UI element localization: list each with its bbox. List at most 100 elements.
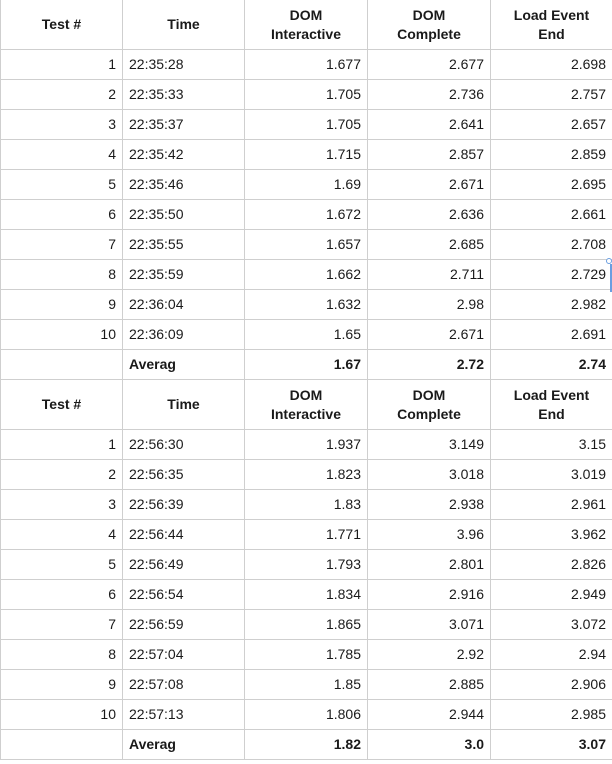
cell-time[interactable]: 22:56:39 [122, 489, 245, 520]
cell-dom-complete[interactable]: 2.92 [367, 639, 491, 670]
cell-load-event-end[interactable]: 2.826 [490, 549, 612, 580]
cell-time[interactable]: 22:36:04 [122, 289, 245, 320]
cell-test-number[interactable]: 5 [0, 169, 123, 200]
cell-test-number[interactable]: 1 [0, 49, 123, 80]
cell-dom-complete[interactable]: 2.98 [367, 289, 491, 320]
cell-test-number[interactable]: 7 [0, 609, 123, 640]
cell-dom-complete[interactable]: 3.018 [367, 459, 491, 490]
cell-dom-interactive[interactable]: 1.823 [244, 459, 368, 490]
cell-dom-interactive[interactable]: 1.69 [244, 169, 368, 200]
cell-time[interactable]: 22:57:08 [122, 669, 245, 700]
cell-load-event-end[interactable]: 3.15 [490, 429, 612, 460]
cell-time[interactable]: 22:57:13 [122, 699, 245, 730]
cell-dom-interactive[interactable]: 1.785 [244, 639, 368, 670]
cell-time[interactable]: 22:56:44 [122, 519, 245, 550]
cell-load-event-end[interactable]: 2.906 [490, 669, 612, 700]
cell-dom-interactive[interactable]: 1.83 [244, 489, 368, 520]
cell-load-event-end[interactable]: 3.072 [490, 609, 612, 640]
cell-dom-complete[interactable]: 3.071 [367, 609, 491, 640]
cell-dom-complete[interactable]: 2.916 [367, 579, 491, 610]
cell-dom-complete[interactable]: 2.671 [367, 169, 491, 200]
cell-test-number[interactable]: 6 [0, 579, 123, 610]
cell-dom-interactive[interactable]: 1.657 [244, 229, 368, 260]
cell-time[interactable]: 22:35:55 [122, 229, 245, 260]
cell-load-event-end[interactable]: 2.94 [490, 639, 612, 670]
cell-dom-interactive[interactable]: 1.672 [244, 199, 368, 230]
cell-dom-complete[interactable]: 2.677 [367, 49, 491, 80]
cell-test-number[interactable]: 2 [0, 79, 123, 110]
cell-load-event-end[interactable]: 2.949 [490, 579, 612, 610]
cell-load-event-end[interactable]: 2.859 [490, 139, 612, 170]
cell-test-number[interactable]: 10 [0, 699, 123, 730]
cell-dom-complete[interactable]: 2.857 [367, 139, 491, 170]
cell-dom-complete[interactable]: 2.671 [367, 319, 491, 350]
cell-dom-complete[interactable]: 2.801 [367, 549, 491, 580]
cell-dom-interactive[interactable]: 1.865 [244, 609, 368, 640]
header-cell-dom-interactive[interactable]: DOM Interactive [244, 0, 368, 50]
cell-test-number[interactable]: 4 [0, 519, 123, 550]
cell-time[interactable]: 22:35:37 [122, 109, 245, 140]
cell-dom-complete[interactable]: 3.96 [367, 519, 491, 550]
cell-test-number[interactable]: 10 [0, 319, 123, 350]
cell-load-event-end[interactable]: 2.657 [490, 109, 612, 140]
cell-empty[interactable] [0, 349, 123, 380]
cell-load-event-end[interactable]: 2.695 [490, 169, 612, 200]
cell-dom-complete[interactable]: 2.685 [367, 229, 491, 260]
cell-average-dom-interactive[interactable]: 1.67 [244, 349, 368, 380]
cell-average-label[interactable]: Averag [122, 349, 245, 380]
cell-load-event-end[interactable]: 2.982 [490, 289, 612, 320]
cell-dom-interactive[interactable]: 1.715 [244, 139, 368, 170]
cell-load-event-end[interactable]: 2.985 [490, 699, 612, 730]
cell-time[interactable]: 22:56:59 [122, 609, 245, 640]
cell-test-number[interactable]: 7 [0, 229, 123, 260]
cell-average-dom-interactive[interactable]: 1.82 [244, 729, 368, 760]
cell-load-event-end[interactable]: 2.729 [490, 259, 612, 290]
cell-load-event-end[interactable]: 2.961 [490, 489, 612, 520]
cell-average-load-event-end[interactable]: 2.74 [490, 349, 612, 380]
header-cell-dom-interactive[interactable]: DOM Interactive [244, 379, 368, 430]
cell-test-number[interactable]: 8 [0, 639, 123, 670]
header-cell-load-event-end[interactable]: Load Event End [490, 379, 612, 430]
cell-time[interactable]: 22:35:42 [122, 139, 245, 170]
cell-dom-complete[interactable]: 2.944 [367, 699, 491, 730]
cell-dom-complete[interactable]: 2.641 [367, 109, 491, 140]
cell-dom-interactive[interactable]: 1.65 [244, 319, 368, 350]
cell-empty[interactable] [0, 729, 123, 760]
cell-time[interactable]: 22:56:35 [122, 459, 245, 490]
cell-dom-interactive[interactable]: 1.705 [244, 109, 368, 140]
cell-dom-complete[interactable]: 2.938 [367, 489, 491, 520]
cell-time[interactable]: 22:35:50 [122, 199, 245, 230]
cell-load-event-end[interactable]: 2.708 [490, 229, 612, 260]
cell-test-number[interactable]: 6 [0, 199, 123, 230]
cell-time[interactable]: 22:56:30 [122, 429, 245, 460]
cell-test-number[interactable]: 3 [0, 489, 123, 520]
cell-time[interactable]: 22:36:09 [122, 319, 245, 350]
header-cell-dom-complete[interactable]: DOM Complete [367, 0, 491, 50]
cell-load-event-end[interactable]: 2.691 [490, 319, 612, 350]
cell-dom-complete[interactable]: 3.149 [367, 429, 491, 460]
header-cell-load-event-end[interactable]: Load Event End [490, 0, 612, 50]
cell-dom-complete[interactable]: 2.636 [367, 199, 491, 230]
cell-average-dom-complete[interactable]: 3.0 [367, 729, 491, 760]
cell-dom-interactive[interactable]: 1.793 [244, 549, 368, 580]
cell-time[interactable]: 22:35:28 [122, 49, 245, 80]
cell-load-event-end[interactable]: 3.962 [490, 519, 612, 550]
cell-dom-interactive[interactable]: 1.834 [244, 579, 368, 610]
cell-dom-interactive[interactable]: 1.662 [244, 259, 368, 290]
cell-dom-complete[interactable]: 2.711 [367, 259, 491, 290]
cell-dom-interactive[interactable]: 1.937 [244, 429, 368, 460]
cell-time[interactable]: 22:56:49 [122, 549, 245, 580]
cell-time[interactable]: 22:57:04 [122, 639, 245, 670]
cell-test-number[interactable]: 4 [0, 139, 123, 170]
cell-test-number[interactable]: 8 [0, 259, 123, 290]
cell-dom-complete[interactable]: 2.736 [367, 79, 491, 110]
cell-test-number[interactable]: 9 [0, 289, 123, 320]
header-cell-test-number[interactable]: Test # [0, 0, 123, 50]
cell-test-number[interactable]: 2 [0, 459, 123, 490]
cell-average-load-event-end[interactable]: 3.07 [490, 729, 612, 760]
cell-test-number[interactable]: 5 [0, 549, 123, 580]
cell-average-dom-complete[interactable]: 2.72 [367, 349, 491, 380]
cell-dom-interactive[interactable]: 1.806 [244, 699, 368, 730]
header-cell-time[interactable]: Time [122, 0, 245, 50]
cell-time[interactable]: 22:35:59 [122, 259, 245, 290]
